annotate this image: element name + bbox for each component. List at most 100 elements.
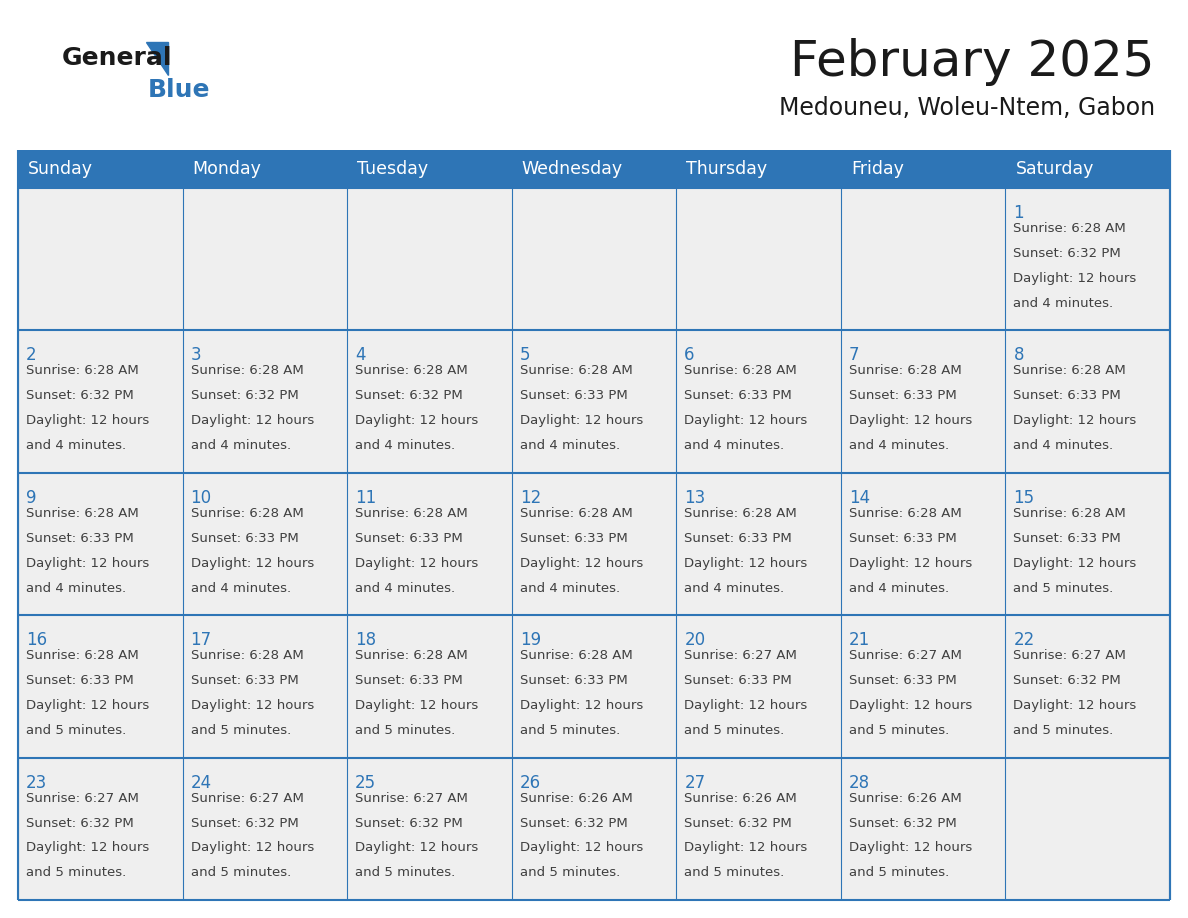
Bar bbox=[347, 188, 512, 330]
Bar bbox=[841, 757, 1005, 900]
Text: 22: 22 bbox=[1013, 632, 1035, 649]
Text: Daylight: 12 hours: Daylight: 12 hours bbox=[355, 842, 479, 855]
Text: 26: 26 bbox=[519, 774, 541, 791]
Text: and 4 minutes.: and 4 minutes. bbox=[849, 582, 949, 595]
Text: and 4 minutes.: and 4 minutes. bbox=[26, 582, 126, 595]
Bar bbox=[512, 330, 676, 473]
Bar bbox=[18, 757, 183, 900]
Text: Sunrise: 6:27 AM: Sunrise: 6:27 AM bbox=[190, 791, 303, 804]
Bar bbox=[347, 330, 512, 473]
Text: Sunset: 6:33 PM: Sunset: 6:33 PM bbox=[355, 532, 463, 544]
Text: Daylight: 12 hours: Daylight: 12 hours bbox=[1013, 556, 1137, 570]
Bar bbox=[1005, 473, 1170, 615]
Text: Sunrise: 6:27 AM: Sunrise: 6:27 AM bbox=[849, 649, 962, 662]
Text: and 5 minutes.: and 5 minutes. bbox=[1013, 724, 1113, 737]
Text: Sunrise: 6:28 AM: Sunrise: 6:28 AM bbox=[26, 364, 139, 377]
Text: Sunset: 6:33 PM: Sunset: 6:33 PM bbox=[684, 389, 792, 402]
Bar bbox=[1005, 188, 1170, 330]
Bar bbox=[183, 330, 347, 473]
Text: Sunrise: 6:28 AM: Sunrise: 6:28 AM bbox=[1013, 364, 1126, 377]
Text: Sunrise: 6:28 AM: Sunrise: 6:28 AM bbox=[1013, 222, 1126, 235]
Text: Daylight: 12 hours: Daylight: 12 hours bbox=[519, 842, 643, 855]
Text: and 5 minutes.: and 5 minutes. bbox=[849, 867, 949, 879]
Text: Daylight: 12 hours: Daylight: 12 hours bbox=[849, 556, 972, 570]
Text: and 5 minutes.: and 5 minutes. bbox=[684, 867, 784, 879]
Text: Sunset: 6:33 PM: Sunset: 6:33 PM bbox=[684, 674, 792, 687]
Text: Sunset: 6:32 PM: Sunset: 6:32 PM bbox=[1013, 247, 1121, 260]
Text: 7: 7 bbox=[849, 346, 859, 364]
Text: and 5 minutes.: and 5 minutes. bbox=[26, 724, 126, 737]
Text: 19: 19 bbox=[519, 632, 541, 649]
Bar bbox=[676, 757, 841, 900]
Text: Daylight: 12 hours: Daylight: 12 hours bbox=[519, 699, 643, 712]
Text: and 5 minutes.: and 5 minutes. bbox=[355, 867, 455, 879]
Bar bbox=[841, 330, 1005, 473]
Text: Daylight: 12 hours: Daylight: 12 hours bbox=[849, 699, 972, 712]
Text: Daylight: 12 hours: Daylight: 12 hours bbox=[849, 414, 972, 427]
Text: Daylight: 12 hours: Daylight: 12 hours bbox=[26, 699, 150, 712]
Text: and 4 minutes.: and 4 minutes. bbox=[849, 439, 949, 453]
Text: Thursday: Thursday bbox=[687, 160, 767, 178]
Text: Sunrise: 6:28 AM: Sunrise: 6:28 AM bbox=[684, 364, 797, 377]
Text: 4: 4 bbox=[355, 346, 366, 364]
Text: Daylight: 12 hours: Daylight: 12 hours bbox=[1013, 414, 1137, 427]
Text: and 4 minutes.: and 4 minutes. bbox=[684, 439, 784, 453]
Text: Daylight: 12 hours: Daylight: 12 hours bbox=[190, 414, 314, 427]
Bar bbox=[183, 757, 347, 900]
Text: 20: 20 bbox=[684, 632, 706, 649]
Text: General: General bbox=[62, 46, 172, 70]
Text: Sunrise: 6:26 AM: Sunrise: 6:26 AM bbox=[684, 791, 797, 804]
Text: and 4 minutes.: and 4 minutes. bbox=[190, 582, 291, 595]
Text: Sunset: 6:33 PM: Sunset: 6:33 PM bbox=[1013, 389, 1121, 402]
Text: Daylight: 12 hours: Daylight: 12 hours bbox=[684, 699, 808, 712]
Bar bbox=[676, 188, 841, 330]
Bar bbox=[841, 615, 1005, 757]
Text: and 4 minutes.: and 4 minutes. bbox=[355, 439, 455, 453]
Bar bbox=[347, 615, 512, 757]
Bar bbox=[183, 473, 347, 615]
Text: Daylight: 12 hours: Daylight: 12 hours bbox=[1013, 699, 1137, 712]
Text: 27: 27 bbox=[684, 774, 706, 791]
Text: 23: 23 bbox=[26, 774, 48, 791]
Text: and 5 minutes.: and 5 minutes. bbox=[190, 867, 291, 879]
Text: Sunset: 6:32 PM: Sunset: 6:32 PM bbox=[684, 816, 792, 830]
Bar bbox=[676, 615, 841, 757]
Text: and 5 minutes.: and 5 minutes. bbox=[519, 867, 620, 879]
Bar bbox=[18, 330, 183, 473]
Text: and 4 minutes.: and 4 minutes. bbox=[684, 582, 784, 595]
Text: 11: 11 bbox=[355, 488, 377, 507]
Text: Sunrise: 6:27 AM: Sunrise: 6:27 AM bbox=[355, 791, 468, 804]
Bar bbox=[676, 473, 841, 615]
Text: Sunrise: 6:28 AM: Sunrise: 6:28 AM bbox=[849, 507, 961, 520]
Text: 28: 28 bbox=[849, 774, 870, 791]
Text: Sunset: 6:33 PM: Sunset: 6:33 PM bbox=[849, 674, 956, 687]
Text: Tuesday: Tuesday bbox=[358, 160, 428, 178]
Text: 2: 2 bbox=[26, 346, 37, 364]
Text: Sunset: 6:33 PM: Sunset: 6:33 PM bbox=[519, 532, 627, 544]
Text: Daylight: 12 hours: Daylight: 12 hours bbox=[26, 414, 150, 427]
Text: Sunrise: 6:28 AM: Sunrise: 6:28 AM bbox=[519, 507, 632, 520]
Bar bbox=[18, 615, 183, 757]
Text: 16: 16 bbox=[26, 632, 48, 649]
Text: Monday: Monday bbox=[192, 160, 261, 178]
Text: and 4 minutes.: and 4 minutes. bbox=[190, 439, 291, 453]
Text: Sunrise: 6:28 AM: Sunrise: 6:28 AM bbox=[519, 649, 632, 662]
Text: and 5 minutes.: and 5 minutes. bbox=[849, 724, 949, 737]
Bar bbox=[1005, 615, 1170, 757]
Text: Daylight: 12 hours: Daylight: 12 hours bbox=[190, 699, 314, 712]
Bar bbox=[1005, 757, 1170, 900]
Bar bbox=[347, 757, 512, 900]
Text: Sunrise: 6:28 AM: Sunrise: 6:28 AM bbox=[684, 507, 797, 520]
Text: Sunrise: 6:27 AM: Sunrise: 6:27 AM bbox=[1013, 649, 1126, 662]
Text: Sunset: 6:32 PM: Sunset: 6:32 PM bbox=[519, 816, 627, 830]
Text: and 5 minutes.: and 5 minutes. bbox=[355, 724, 455, 737]
Text: Daylight: 12 hours: Daylight: 12 hours bbox=[26, 842, 150, 855]
Text: 10: 10 bbox=[190, 488, 211, 507]
Text: Daylight: 12 hours: Daylight: 12 hours bbox=[1013, 272, 1137, 285]
Text: 21: 21 bbox=[849, 632, 870, 649]
Bar bbox=[347, 473, 512, 615]
Bar bbox=[18, 473, 183, 615]
Text: 3: 3 bbox=[190, 346, 201, 364]
Text: Daylight: 12 hours: Daylight: 12 hours bbox=[519, 414, 643, 427]
Text: Medouneu, Woleu-Ntem, Gabon: Medouneu, Woleu-Ntem, Gabon bbox=[779, 96, 1155, 120]
